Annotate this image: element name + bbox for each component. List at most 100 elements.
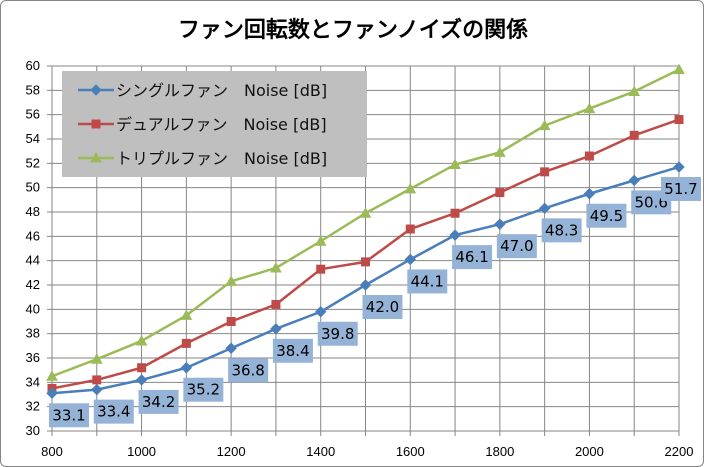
data-label-box [317,321,358,346]
data-point [225,342,237,354]
data-point [583,188,596,200]
y-tick-label: 44 [26,253,40,268]
data-label-box [138,389,179,414]
data-point [584,151,594,161]
data-label-box [228,358,269,383]
data-label-box [496,234,537,259]
series-lines [46,63,685,399]
data-point [583,102,596,114]
data-point [226,317,236,326]
data-label-box [541,218,582,243]
data-labels: 33.1 33.4 34.2 35.2 36.8 38.4 39.8 42.0 44.1 46.1… [49,176,701,428]
data-label: 48.3 [541,218,582,243]
data-point [92,375,102,385]
data-point [181,338,191,348]
x-tick-label: 2000 [575,444,604,459]
data-label-box [452,245,493,270]
y-tick-label: 52 [26,155,40,170]
legend-item-1: シングルファン Noise [dB] [78,81,327,100]
data-point [629,130,639,140]
data-point [180,362,193,374]
data-label: 51.7 [661,176,701,201]
data-label: 38.4 [272,338,313,363]
data-label-box [661,176,701,201]
data-point [450,208,460,218]
legend-marker [90,84,102,96]
data-point [180,309,193,320]
legend-item-2: デュアルファン Noise [dB] [78,115,327,134]
data-label-text: 39.8 [321,325,354,343]
y-tick-label: 30 [26,423,40,438]
data-label: 42.0 [362,295,403,319]
data-point [540,167,550,177]
y-tick-label: 48 [26,204,40,219]
x-tick-label: 2200 [665,444,694,459]
x-tick-label: 1800 [485,444,514,459]
data-label: 44.1 [407,269,448,294]
data-point [46,387,58,399]
data-point [628,174,640,187]
data-point [628,85,641,97]
y-tick-label: 32 [26,399,40,414]
data-point [449,229,461,241]
chart-title: ファン回転数とファンノイズの関係 [178,17,528,43]
data-point [135,374,148,386]
y-tick-label: 42 [26,277,40,292]
data-point [46,370,58,381]
data-point [225,275,237,286]
data-point [404,253,416,266]
y-tick-label: 40 [26,301,40,316]
legend-label: デュアルファン Noise [dB] [116,115,327,134]
data-point [674,115,684,125]
data-point [135,334,148,346]
data-point [538,119,551,131]
data-label-text: 50.6 [635,193,668,211]
data-label-text: 44.1 [411,272,444,290]
y-tick-label: 58 [26,82,40,97]
data-point [405,224,415,234]
data-label: 33.1 [49,403,89,428]
x-tick-label: 1200 [217,444,246,459]
data-point [361,257,370,267]
data-point [404,182,417,194]
data-label: 39.8 [317,321,358,346]
data-point [538,202,551,215]
legend-label: シングルファン Noise [dB] [116,81,327,100]
data-point [673,161,685,173]
data-point [494,146,506,157]
y-tick-label: 34 [26,374,40,389]
data-label-text: 34.2 [142,393,175,411]
data-point [495,188,505,198]
data-label: 47.0 [496,234,537,259]
data-point [449,158,461,170]
x-tick-label: 800 [41,444,63,459]
data-label-text: 36.8 [231,361,264,379]
data-label: 49.5 [586,203,627,228]
data-point [90,353,103,364]
data-label-text: 33.4 [97,403,130,421]
data-label-text: 35.2 [187,381,220,399]
x-tick-label: 1000 [127,444,156,459]
data-point [359,207,372,218]
data-point [91,383,103,396]
y-tick-label: 46 [26,228,40,243]
legend-label: トリプルファン Noise [dB] [116,149,327,168]
data-label-text: 42.0 [366,298,399,316]
data-label-text: 49.5 [590,207,623,225]
data-label: 35.2 [183,377,224,402]
legend-marker [91,119,101,129]
data-point [316,264,326,274]
series-3 [46,63,685,381]
data-point [315,306,327,318]
y-tick-label: 50 [26,180,40,195]
series-1 [46,161,685,399]
data-label-text: 46.1 [455,248,488,266]
axes: 30 32 34 36 38 40 42 44 46 48 50 52 54 56 58 60 800 1000 1… [26,58,694,459]
data-label-box [93,399,134,424]
data-label: 36.8 [228,358,269,383]
data-label-text: 47.0 [500,237,533,255]
data-point [271,299,281,309]
data-label-box [407,269,448,294]
